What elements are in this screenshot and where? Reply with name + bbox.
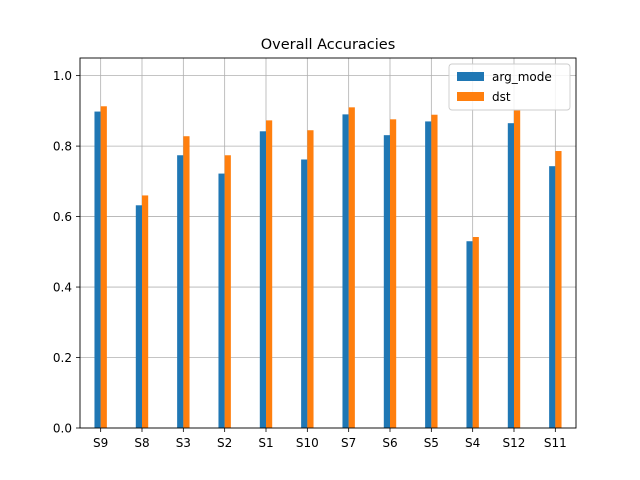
bar-arg_mode-S5	[425, 121, 432, 428]
bar-dst-S9	[100, 106, 107, 429]
bar-dst-S10	[307, 130, 314, 428]
x-tick-label: S10	[296, 436, 319, 450]
bar-arg_mode-S11	[549, 166, 556, 428]
bar-arg_mode-S4	[466, 241, 473, 428]
x-tick-label: S4	[465, 436, 480, 450]
bar-arg_mode-S7	[342, 114, 349, 428]
x-tick-label: S7	[341, 436, 356, 450]
y-tick-label: 0.8	[53, 140, 72, 154]
x-tick-label: S11	[544, 436, 567, 450]
bar-arg_mode-S2	[218, 173, 225, 428]
y-tick-label: 0.6	[53, 210, 72, 224]
bar-arg_mode-S8	[135, 205, 142, 428]
legend-label-arg_mode: arg_mode	[492, 70, 552, 84]
legend-label-dst: dst	[492, 90, 511, 104]
bar-arg_mode-S10	[301, 159, 308, 428]
legend-swatch-arg_mode	[457, 72, 484, 81]
legend-swatch-dst	[457, 92, 484, 101]
bar-arg_mode-S6	[383, 135, 390, 428]
bar-arg_mode-S12	[507, 123, 514, 428]
x-tick-label: S1	[258, 436, 273, 450]
y-tick-label: 0.4	[53, 281, 72, 295]
bar-dst-S7	[348, 107, 355, 428]
x-tick-label: S9	[93, 436, 108, 450]
x-tick-label: S3	[176, 436, 191, 450]
chart-title: Overall Accuracies	[261, 37, 396, 53]
x-tick-label: S6	[382, 436, 397, 450]
x-tick-label: S12	[503, 436, 526, 450]
x-tick-label: S2	[217, 436, 232, 450]
bar-dst-S3	[183, 136, 190, 428]
bar-arg_mode-S9	[94, 111, 101, 429]
bar-dst-S5	[431, 114, 438, 428]
y-tick-label: 0.0	[53, 422, 72, 436]
bar-dst-S12	[514, 110, 521, 429]
bar-dst-S1	[266, 120, 273, 428]
bar-arg_mode-S3	[177, 155, 184, 428]
plot-frame	[79, 57, 577, 429]
x-tick-label: S8	[134, 436, 149, 450]
y-tick-label: 1.0	[53, 69, 72, 83]
bar-dst-S4	[472, 237, 479, 428]
y-tick-label: 0.2	[53, 351, 72, 365]
bar-dst-S6	[390, 119, 397, 429]
bar-dst-S11	[555, 151, 562, 428]
x-tick-label: S5	[424, 436, 439, 450]
bar-dst-S2	[224, 155, 231, 428]
bar-dst-S8	[142, 195, 149, 428]
axis-ticks: S9 S8 S3 S2 S1 S10 S7 S6 S5 S4 S12 S11 0.0 0.2 0.4 0.6 0…	[53, 69, 567, 450]
bar-arg_mode-S1	[259, 131, 266, 429]
bars	[94, 106, 562, 429]
